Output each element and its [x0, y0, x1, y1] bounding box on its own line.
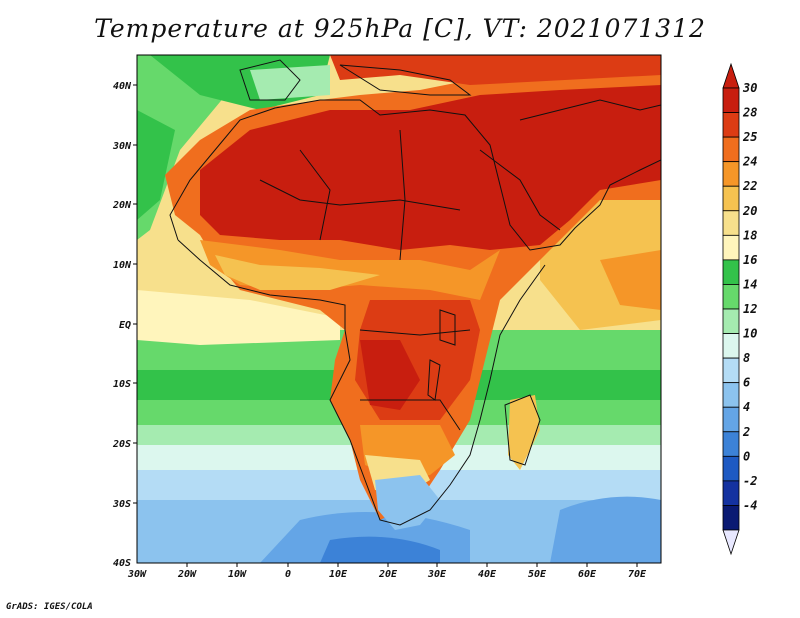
- colorbar-swatch: [722, 382, 740, 408]
- lon-label: 10W: [228, 569, 247, 580]
- colorbar-swatch: [722, 505, 740, 531]
- lat-label: EQ: [119, 320, 131, 331]
- colorbar-swatch: [722, 161, 740, 187]
- colorbar-label: 2: [742, 425, 750, 439]
- lon-label: 0: [285, 569, 291, 580]
- colorbar-swatch: [722, 87, 740, 113]
- lon-label: 50E: [528, 569, 547, 580]
- map-title: Temperature at 925hPa [C], VT: 202107131…: [94, 14, 706, 43]
- colorbar-swatch: [722, 431, 740, 457]
- colorbar-swatch: [722, 210, 740, 236]
- colorbar-swatch: [722, 455, 740, 482]
- colorbar-swatch: [722, 284, 740, 310]
- colorbar-swatch: [722, 136, 740, 163]
- colorbar-label: 4: [743, 400, 750, 414]
- colorbar-label: -4: [743, 498, 757, 512]
- colorbar-label: -2: [743, 474, 757, 488]
- coastlines: [169, 59, 661, 526]
- colorbar-label: 14: [743, 277, 757, 291]
- colorbar-label: 16: [743, 253, 757, 267]
- latitude-ticks: [133, 84, 137, 504]
- lon-label: 20E: [378, 569, 398, 580]
- lat-label: 20N: [112, 200, 132, 211]
- colorbar-swatch: [722, 234, 740, 261]
- colorbar-label: 18: [743, 228, 757, 242]
- lon-label: 30E: [427, 569, 447, 580]
- longitude-axis: 30W 20W 10W 0 10E 20E 30E 40E 50E 60E 70…: [127, 569, 647, 580]
- colorbar-swatch: [722, 112, 740, 138]
- colorbar-label: 24: [742, 155, 757, 169]
- colorbar-bottom-arrow: [722, 529, 740, 556]
- colorbar-swatch: [722, 406, 740, 433]
- lat-label: 40N: [113, 81, 132, 92]
- colorbar-label: 25: [742, 130, 757, 144]
- colorbar-label: 0: [743, 449, 750, 463]
- latitude-axis: 40N 30N 20N 10N EQ 10S 20S 30S 40S: [112, 81, 132, 569]
- lat-label: 20S: [112, 439, 131, 450]
- lat-label: 10N: [113, 260, 132, 271]
- colorbar-swatch: [722, 185, 740, 212]
- colorbar-swatch: [722, 259, 740, 285]
- lon-label: 70E: [628, 569, 647, 580]
- lat-label: 30S: [112, 499, 131, 510]
- colorbar-label: 8: [743, 351, 750, 365]
- colorbar-label: 20: [742, 204, 757, 218]
- lat-label: 10S: [113, 379, 131, 390]
- map-frame: [136, 54, 662, 564]
- lon-label: 30W: [127, 569, 147, 580]
- colorbar-swatch: [722, 357, 740, 384]
- colorbar-label: 22: [742, 179, 757, 193]
- lon-label: 40E: [478, 569, 497, 580]
- lon-label: 10E: [329, 569, 348, 580]
- credit-text: GrADS: IGES/COLA: [6, 602, 93, 612]
- lat-label: 40S: [113, 558, 131, 569]
- longitude-ticks: [186, 563, 638, 567]
- colorbar-label: 6: [743, 376, 750, 390]
- temperature-field: [137, 55, 661, 563]
- colorbar-label: 30: [742, 81, 757, 95]
- colorbar-label: 10: [743, 327, 757, 341]
- colorbar-swatch: [722, 480, 740, 506]
- colorbar-label: 12: [743, 302, 757, 316]
- lon-label: 60E: [578, 569, 597, 580]
- colorbar-top-arrow: [722, 62, 740, 89]
- colorbar-swatch: [722, 333, 740, 359]
- colorbar-swatch: [722, 308, 740, 334]
- lon-label: 20W: [177, 569, 197, 580]
- colorbar-label: 28: [742, 106, 757, 120]
- lat-label: 30N: [112, 141, 132, 152]
